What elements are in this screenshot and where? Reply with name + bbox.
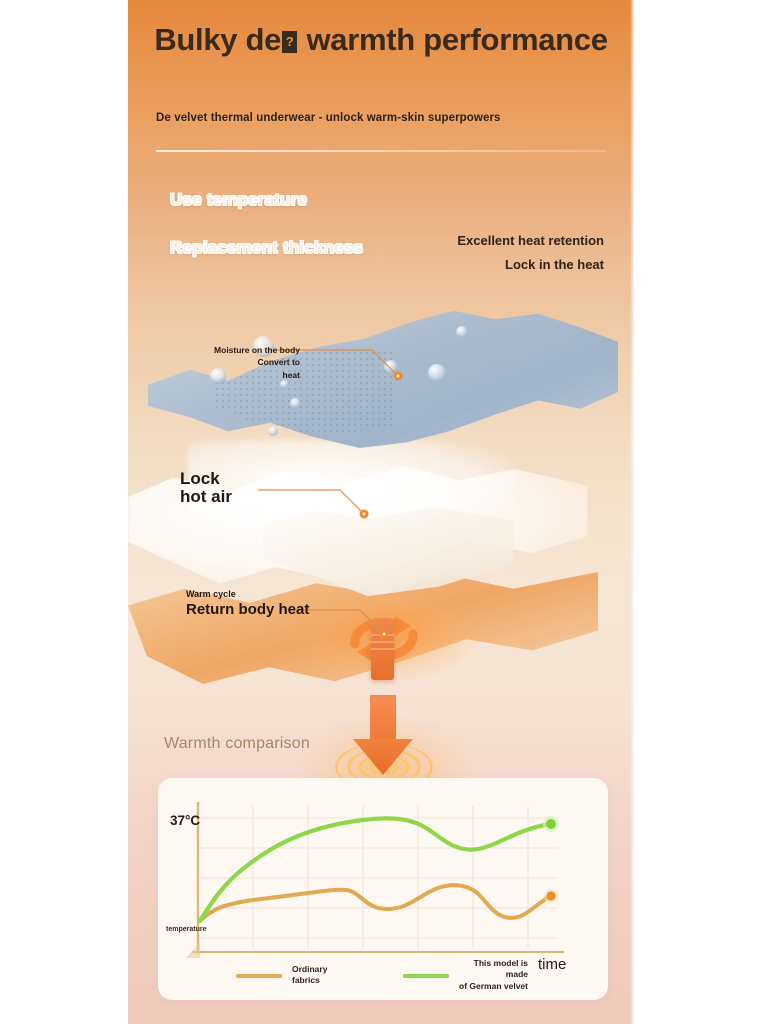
legend-label-german-velvet-line2: of German velvet [459,980,528,991]
callout-lock-hot-air: Lock hot air [180,470,310,506]
heading-excellent-heat-retention: Excellent heat retention [457,233,604,248]
chart-grid-horizontal [198,817,558,939]
poster-content: Bulky de warmth performance De velvet th… [128,0,634,1024]
series-ordinary-fabrics-endpoint [546,891,556,901]
arrow-head [353,739,413,775]
leader-line-moisture [276,342,406,388]
chart-grid-vertical [252,806,529,948]
chart-x-axis-label: time [538,956,567,973]
legend-label-german-velvet: This model is made of German velvet [456,958,528,992]
chart-y-tick-label: 37°C [170,813,201,828]
arrow-stem [370,695,396,743]
warmth-comparison-chart: 37°C temperature time Ordinary fabrics T… [158,778,608,1000]
legend-swatch-ordinary-fabrics [236,974,282,978]
water-droplet-icon [268,426,278,436]
header-divider [156,150,606,152]
water-droplet-icon [384,360,398,374]
page-title: Bulky de warmth performance [128,22,634,58]
leader-line-lock-hot-air [256,480,376,526]
heading-use-temperature: Use temperature [170,190,308,209]
callout-warm-cycle: Warm cycle [186,589,236,599]
water-droplet-icon [210,368,226,384]
heading-replacement-thickness: Replacement thickness [170,238,364,257]
callout-lock-hot-air-line2: hot air [180,486,232,506]
chart-plot-area [158,778,608,1000]
legend-swatch-german-velvet [403,974,449,978]
water-droplet-icon [290,398,301,409]
leader-line-warm-cycle [288,600,398,646]
page-title-after: warmth performance [298,22,608,57]
chart-y-axis-label: temperature [166,926,207,933]
callout-moisture-line3: heat [282,369,300,380]
callout-moisture: Moisture on the body Convert to heat [180,344,300,381]
page-title-before: Bulky de [154,22,282,57]
chart-origin-marker [186,942,200,958]
missing-glyph-icon [282,31,298,53]
page-subtitle: De velvet thermal underwear - unlock war… [156,112,501,124]
series-german-velvet-line [197,816,553,924]
legend-label-ordinary-fabrics: Ordinary fabrics [292,964,328,986]
heat-transfer-arrow-icon [353,695,413,775]
heading-lock-in-the-heat: Lock in the heat [505,257,604,272]
legend-label-german-velvet-line1: This model is made [473,958,528,980]
callout-moisture-line1: Moisture on the body [214,345,300,355]
series-german-velvet-endpoint [546,819,556,829]
callout-return-body-heat: Return body heat [186,601,310,618]
chart-section-heading: Warmth comparison [164,735,310,752]
series-ordinary-fabrics-line [198,883,552,923]
water-droplet-icon [253,336,274,357]
callout-moisture-line2: Convert to [257,357,301,368]
water-droplet-icon [280,380,289,389]
callout-lock-hot-air-line1: Lock [180,469,220,488]
water-droplet-icon [456,326,468,338]
water-droplet-icon [428,364,446,382]
